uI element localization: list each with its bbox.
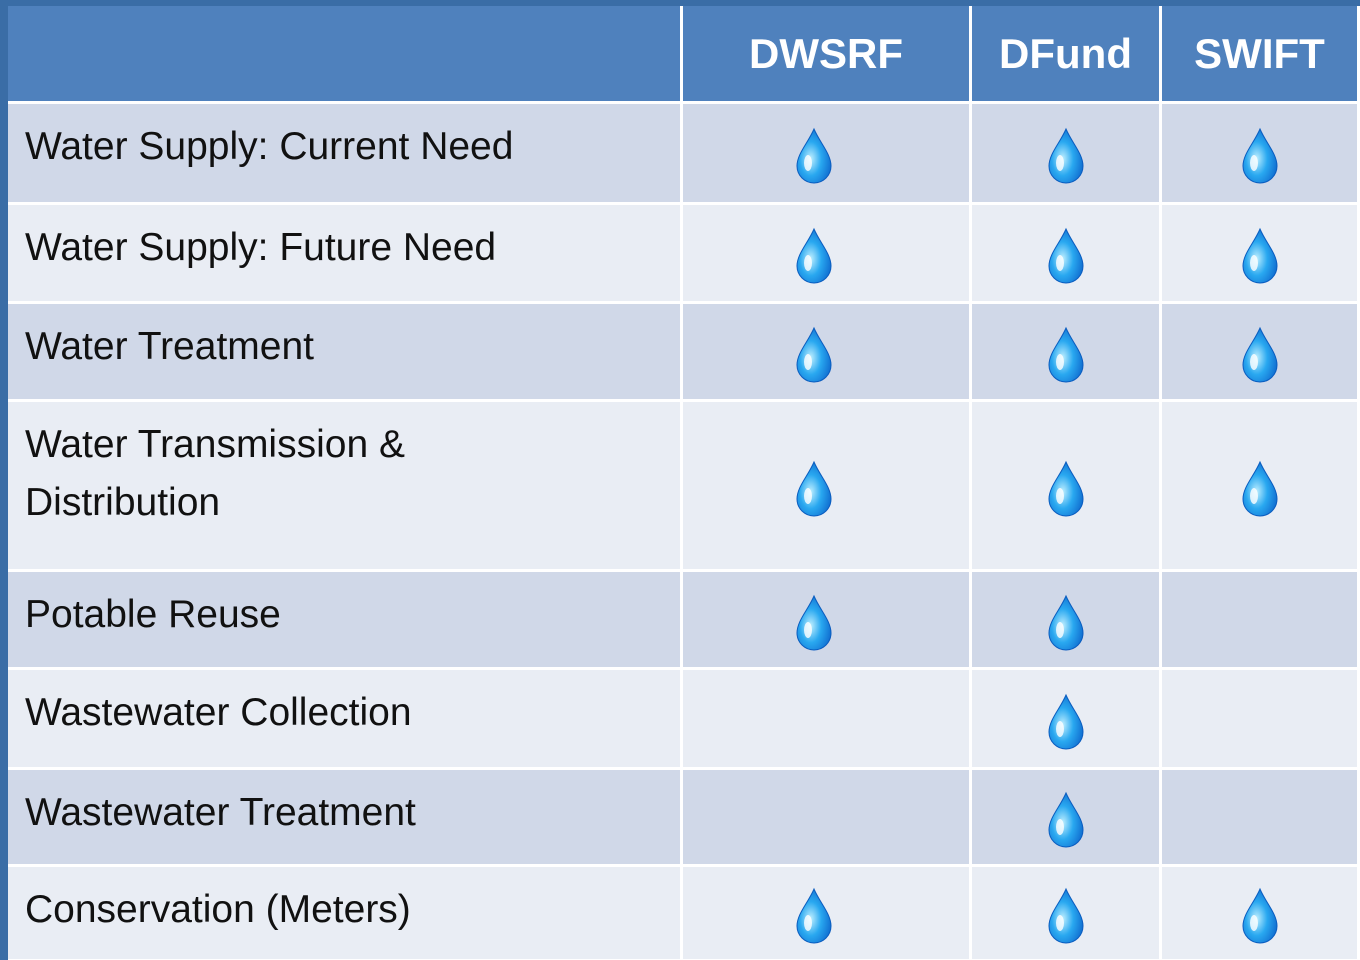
- drop-highlight: [1249, 155, 1258, 171]
- row-label: Water Supply: Future Need: [8, 205, 680, 301]
- water-drop: [796, 460, 832, 516]
- drop-shape: [1241, 127, 1278, 184]
- drop-shape: [1047, 887, 1084, 944]
- drop-highlight: [1055, 819, 1064, 835]
- row-label: Water Transmission & Distribution: [8, 402, 680, 569]
- water-drop: [796, 326, 832, 382]
- drop-shape: [1047, 693, 1084, 749]
- drop-shape: [1047, 791, 1084, 848]
- drop-shape: [796, 127, 832, 184]
- table-cell: [972, 104, 1159, 202]
- water-drop: [796, 594, 832, 650]
- water-drop: [1047, 594, 1084, 650]
- water-drop: [796, 887, 832, 944]
- drop-shape: [1241, 887, 1278, 944]
- drop-shape: [796, 887, 832, 944]
- drop-shape: [796, 460, 832, 516]
- drop-shape: [1047, 460, 1084, 516]
- drop-highlight: [1249, 487, 1258, 504]
- water-drop: [1047, 887, 1084, 944]
- drop-shape: [796, 326, 832, 382]
- drop-highlight: [1055, 915, 1064, 931]
- water-drop: [1241, 460, 1278, 516]
- drop-highlight: [804, 255, 812, 271]
- drop-shape: [1241, 227, 1278, 284]
- drop-shape: [1241, 326, 1278, 382]
- drop-highlight: [804, 621, 812, 638]
- water-drop: [1241, 227, 1278, 284]
- drop-shape: [796, 227, 832, 284]
- table-cell: [1162, 572, 1357, 667]
- drop-highlight: [1249, 255, 1258, 271]
- table-cell: [972, 205, 1159, 301]
- table-cell: [683, 670, 969, 767]
- water-drop: [796, 127, 832, 184]
- row-label: Wastewater Collection: [8, 670, 680, 767]
- water-drop: [1047, 791, 1084, 848]
- row-label: Water Supply: Current Need: [8, 104, 680, 202]
- table-cell: [972, 867, 1159, 959]
- table-cell: [1162, 205, 1357, 301]
- table-cell: [972, 572, 1159, 667]
- drop-highlight: [1249, 353, 1258, 370]
- header-cell: [8, 6, 680, 101]
- drop-highlight: [1055, 255, 1064, 271]
- table-cell: [683, 205, 969, 301]
- drop-shape: [1047, 227, 1084, 284]
- column-header: SWIFT: [1162, 6, 1357, 101]
- table-cell: [1162, 670, 1357, 767]
- table-cell: [683, 304, 969, 399]
- water-drop: [1241, 887, 1278, 944]
- table-cell: [1162, 104, 1357, 202]
- drop-shape: [1047, 594, 1084, 650]
- water-drop: [1047, 326, 1084, 382]
- drop-highlight: [1055, 353, 1064, 370]
- drop-highlight: [1055, 720, 1064, 737]
- drop-shape: [796, 594, 832, 650]
- table-cell: [683, 867, 969, 959]
- table-cell: [972, 670, 1159, 767]
- table-cell: [1162, 867, 1357, 959]
- drop-highlight: [1249, 915, 1258, 931]
- row-label: Potable Reuse: [8, 572, 680, 667]
- drop-highlight: [1055, 155, 1064, 171]
- water-drop: [1241, 127, 1278, 184]
- drop-highlight: [804, 487, 812, 504]
- drop-highlight: [1055, 487, 1064, 504]
- table-cell: [1162, 770, 1357, 864]
- drop-shape: [1241, 460, 1278, 516]
- column-header: DWSRF: [683, 6, 969, 101]
- table-cell: [1162, 402, 1357, 569]
- drop-highlight: [804, 915, 812, 931]
- drop-highlight: [1055, 621, 1064, 638]
- water-drop: [1047, 693, 1084, 749]
- water-drop: [796, 227, 832, 284]
- drop-shape: [1047, 326, 1084, 382]
- table-cell: [683, 770, 969, 864]
- drop-highlight: [804, 353, 812, 370]
- row-label: Conservation (Meters): [8, 867, 680, 959]
- table-cell: [972, 402, 1159, 569]
- water-drop: [1047, 127, 1084, 184]
- column-header: DFund: [972, 6, 1159, 101]
- table-cell: [683, 572, 969, 667]
- water-drop: [1241, 326, 1278, 382]
- top-border: [0, 0, 1360, 6]
- table-cell: [1162, 304, 1357, 399]
- drop-shape: [1047, 127, 1084, 184]
- drop-highlight: [804, 155, 812, 171]
- row-label: Water Treatment: [8, 304, 680, 399]
- water-drop: [1047, 227, 1084, 284]
- table-cell: [972, 770, 1159, 864]
- table-cell: [972, 304, 1159, 399]
- table-cell: [683, 104, 969, 202]
- row-label: Wastewater Treatment: [8, 770, 680, 864]
- water-drop: [1047, 460, 1084, 516]
- table-cell: [683, 402, 969, 569]
